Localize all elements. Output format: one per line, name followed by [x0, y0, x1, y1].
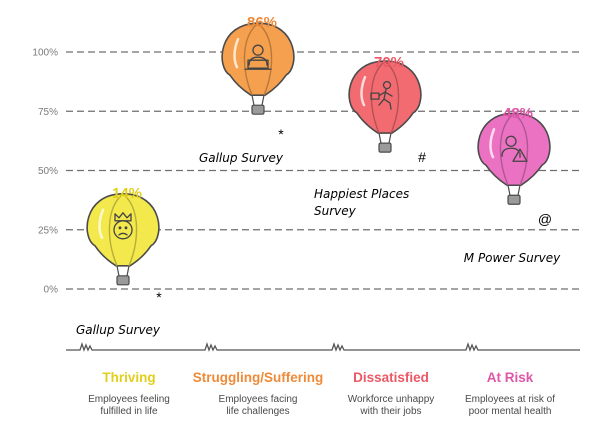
running-worker-icon [370, 80, 393, 110]
footnote-marker: * [156, 289, 162, 305]
balloon-basket [507, 194, 521, 205]
balloon: 86% * Gallup Survey [199, 14, 295, 165]
balloon-highlight [489, 127, 496, 159]
category-label: Thriving [102, 370, 155, 385]
footnote-marker: # [418, 149, 426, 165]
balloon-rope [251, 95, 255, 106]
category-label: At Risk [487, 370, 534, 385]
laptop-worker-icon [244, 44, 272, 70]
balloon-stripe [122, 193, 138, 267]
balloon-rope [116, 265, 120, 276]
footnote-marker: * [278, 126, 284, 142]
value-label: 14% [112, 185, 142, 202]
balloon-envelope [86, 193, 160, 267]
y-tick-label: 50% [38, 166, 58, 177]
balloon-rope [378, 132, 382, 144]
category-description: Workforce unhappy [348, 394, 435, 405]
value-label: 86% [247, 14, 277, 31]
y-tick-label: 75% [38, 107, 58, 118]
category-label: Dissatisfied [353, 370, 429, 385]
y-grid: 0% 25% 50% 75% 100% [32, 48, 580, 296]
balloon-stripe [257, 22, 273, 96]
balloons: 14% * Gallup Survey 86% * Gallup Survey 70% # Ha… [76, 14, 561, 337]
y-tick-label: 0% [44, 285, 59, 296]
category-label: Struggling/Suffering [193, 370, 324, 385]
balloon-stripe [108, 193, 124, 267]
y-tick-label: 25% [38, 225, 58, 236]
balloon-rope [517, 185, 521, 196]
category-description: life challenges [226, 406, 289, 417]
balloon-basket [116, 275, 130, 286]
category-description: Employees feeling [88, 394, 170, 405]
source-label: Survey [314, 204, 357, 218]
value-label: 48% [503, 105, 533, 122]
warning-person-icon [501, 135, 528, 162]
balloon: 70% # Happiest Places Survey [314, 54, 426, 218]
balloon-rope [388, 132, 392, 144]
category-description: Employees facing [219, 394, 298, 405]
balloon-highlight [233, 37, 240, 69]
source-label: Gallup Survey [76, 323, 161, 337]
balloon-stripe [513, 112, 529, 186]
category-description: Employees at risk of [465, 394, 555, 405]
source-label: Happiest Places [314, 187, 409, 201]
ground-line [66, 341, 580, 352]
balloon-stripe [384, 60, 400, 134]
balloon-rope [507, 185, 511, 196]
source-label: M Power Survey [464, 251, 561, 265]
crown-face-icon [113, 212, 133, 240]
footnote-marker: @ [538, 211, 552, 227]
ground-path [66, 341, 580, 352]
balloon-stripe [243, 22, 259, 96]
balloon-envelope [477, 112, 551, 187]
balloon-basket [251, 104, 265, 115]
balloon-envelope [221, 22, 295, 96]
source-label: Gallup Survey [199, 151, 284, 165]
balloon: 48% @ M Power Survey [464, 105, 561, 265]
category-description: poor mental health [469, 406, 552, 417]
category-description: with their jobs [359, 406, 421, 417]
category-description: fulfilled in life [100, 406, 158, 417]
balloon-highlight [360, 75, 367, 107]
y-tick-label: 100% [32, 48, 58, 59]
balloon-rope [126, 265, 130, 276]
balloon-rope [261, 95, 265, 106]
balloon-basket [378, 142, 392, 153]
balloon-highlight [98, 208, 105, 240]
balloon-stripe [499, 112, 515, 186]
value-label: 70% [374, 54, 404, 71]
balloon: 14% * Gallup Survey [76, 185, 162, 337]
